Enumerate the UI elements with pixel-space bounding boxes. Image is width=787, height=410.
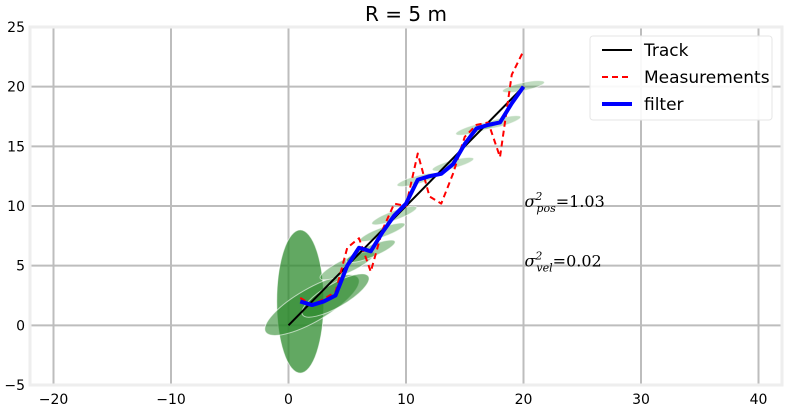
y-tick-label: 10 — [7, 199, 25, 215]
series-lines — [287, 50, 526, 327]
sigma-annotation: σ2 pos=1.03 — [525, 190, 605, 215]
y-tick-label: 0 — [16, 318, 25, 334]
x-tick-label: 30 — [632, 392, 650, 408]
series-line-filter — [299, 85, 526, 308]
x-tick-label: −10 — [156, 392, 186, 408]
x-tick-label: −20 — [39, 392, 69, 408]
x-tick-labels: −20 −10 0 10 20 30 40 — [39, 392, 768, 408]
y-tick-label: 25 — [7, 20, 25, 36]
x-tick-label: 40 — [750, 392, 768, 408]
annotations: σ2 pos=1.03 σ2 vel=0.02 — [525, 190, 605, 275]
y-tick-label: −5 — [4, 378, 25, 394]
legend: Track Measurements filter — [589, 35, 773, 121]
sigma-annotation: σ2 vel=0.02 — [525, 250, 602, 275]
legend-box — [589, 35, 773, 121]
y-tick-label: 15 — [7, 139, 25, 155]
x-tick-label: 10 — [397, 392, 415, 408]
legend-label: Track — [643, 41, 689, 61]
series-line-measurements — [299, 50, 525, 307]
y-tick-label: 5 — [16, 259, 25, 275]
y-tick-labels: −5 0 5 10 15 20 25 — [4, 20, 25, 394]
y-tick-label: 20 — [7, 80, 25, 96]
chart-title: R = 5 m — [365, 2, 447, 26]
legend-label: filter — [644, 95, 684, 115]
plot-frame — [28, 25, 784, 387]
legend-label: Measurements — [644, 68, 770, 88]
x-tick-label: 0 — [284, 392, 293, 408]
x-tick-label: 20 — [515, 392, 533, 408]
